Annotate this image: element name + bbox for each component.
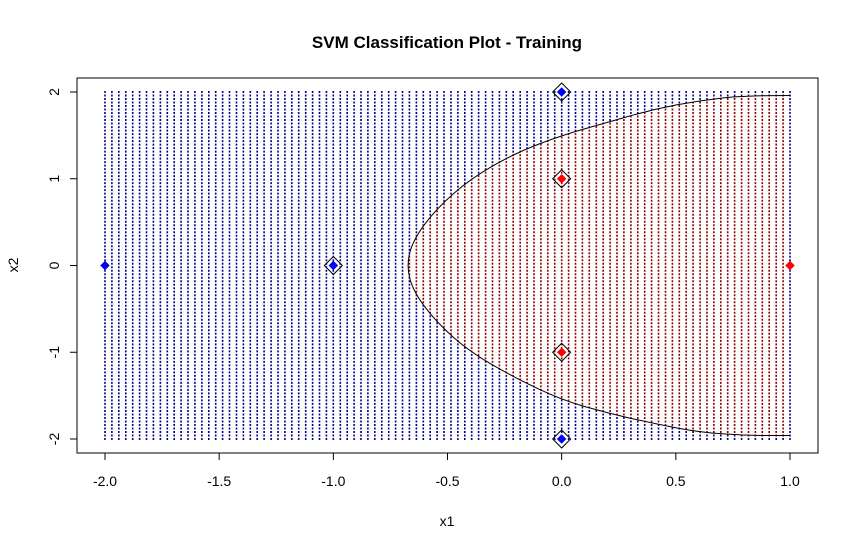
support-vector-marker <box>551 342 572 362</box>
point-blue <box>100 260 110 271</box>
training-point <box>785 260 795 271</box>
y-axis: -2 -1 0 1 2 <box>46 88 78 446</box>
x-tick-label: -1.0 <box>321 473 345 489</box>
training-points <box>100 82 795 449</box>
grid-class-red <box>408 94 784 437</box>
decision-boundary <box>407 95 791 436</box>
y-tick-label: -2 <box>46 433 62 446</box>
training-point <box>100 260 110 271</box>
support-vector-marker <box>323 255 344 276</box>
training-point <box>323 255 344 276</box>
point-blue <box>556 87 567 97</box>
x-tick-label: -2.0 <box>93 473 117 489</box>
x-tick-label: -0.5 <box>435 473 459 489</box>
training-point <box>551 82 572 102</box>
point-red <box>785 260 795 271</box>
training-point <box>551 342 572 362</box>
support-vector-marker <box>551 82 572 102</box>
training-point <box>551 429 572 449</box>
x-tick-label: 1.0 <box>780 473 800 489</box>
y-tick-label: 1 <box>46 175 62 183</box>
x-tick-label: -1.5 <box>207 473 231 489</box>
y-tick-label: 0 <box>46 261 62 269</box>
x-tick-label: 0.5 <box>666 473 686 489</box>
point-red <box>556 347 567 358</box>
x-tick-label: 0.0 <box>552 473 572 489</box>
training-point <box>551 169 572 189</box>
support-vector-marker <box>551 429 572 449</box>
point-blue <box>556 434 567 444</box>
classification-grid <box>104 91 791 440</box>
chart-title: SVM Classification Plot - Training <box>312 33 582 52</box>
point-blue <box>328 260 339 271</box>
y-tick-label: -1 <box>46 346 62 359</box>
x-axis: -2.0 -1.5 -1.0 -0.5 0.0 0.5 1.0 <box>93 452 800 489</box>
point-red <box>556 173 567 184</box>
x-axis-label: x1 <box>440 513 455 529</box>
y-axis-label: x2 <box>5 257 21 272</box>
grid-class-blue <box>104 91 791 440</box>
support-vector-marker <box>551 169 572 189</box>
y-tick-label: 2 <box>46 88 62 96</box>
